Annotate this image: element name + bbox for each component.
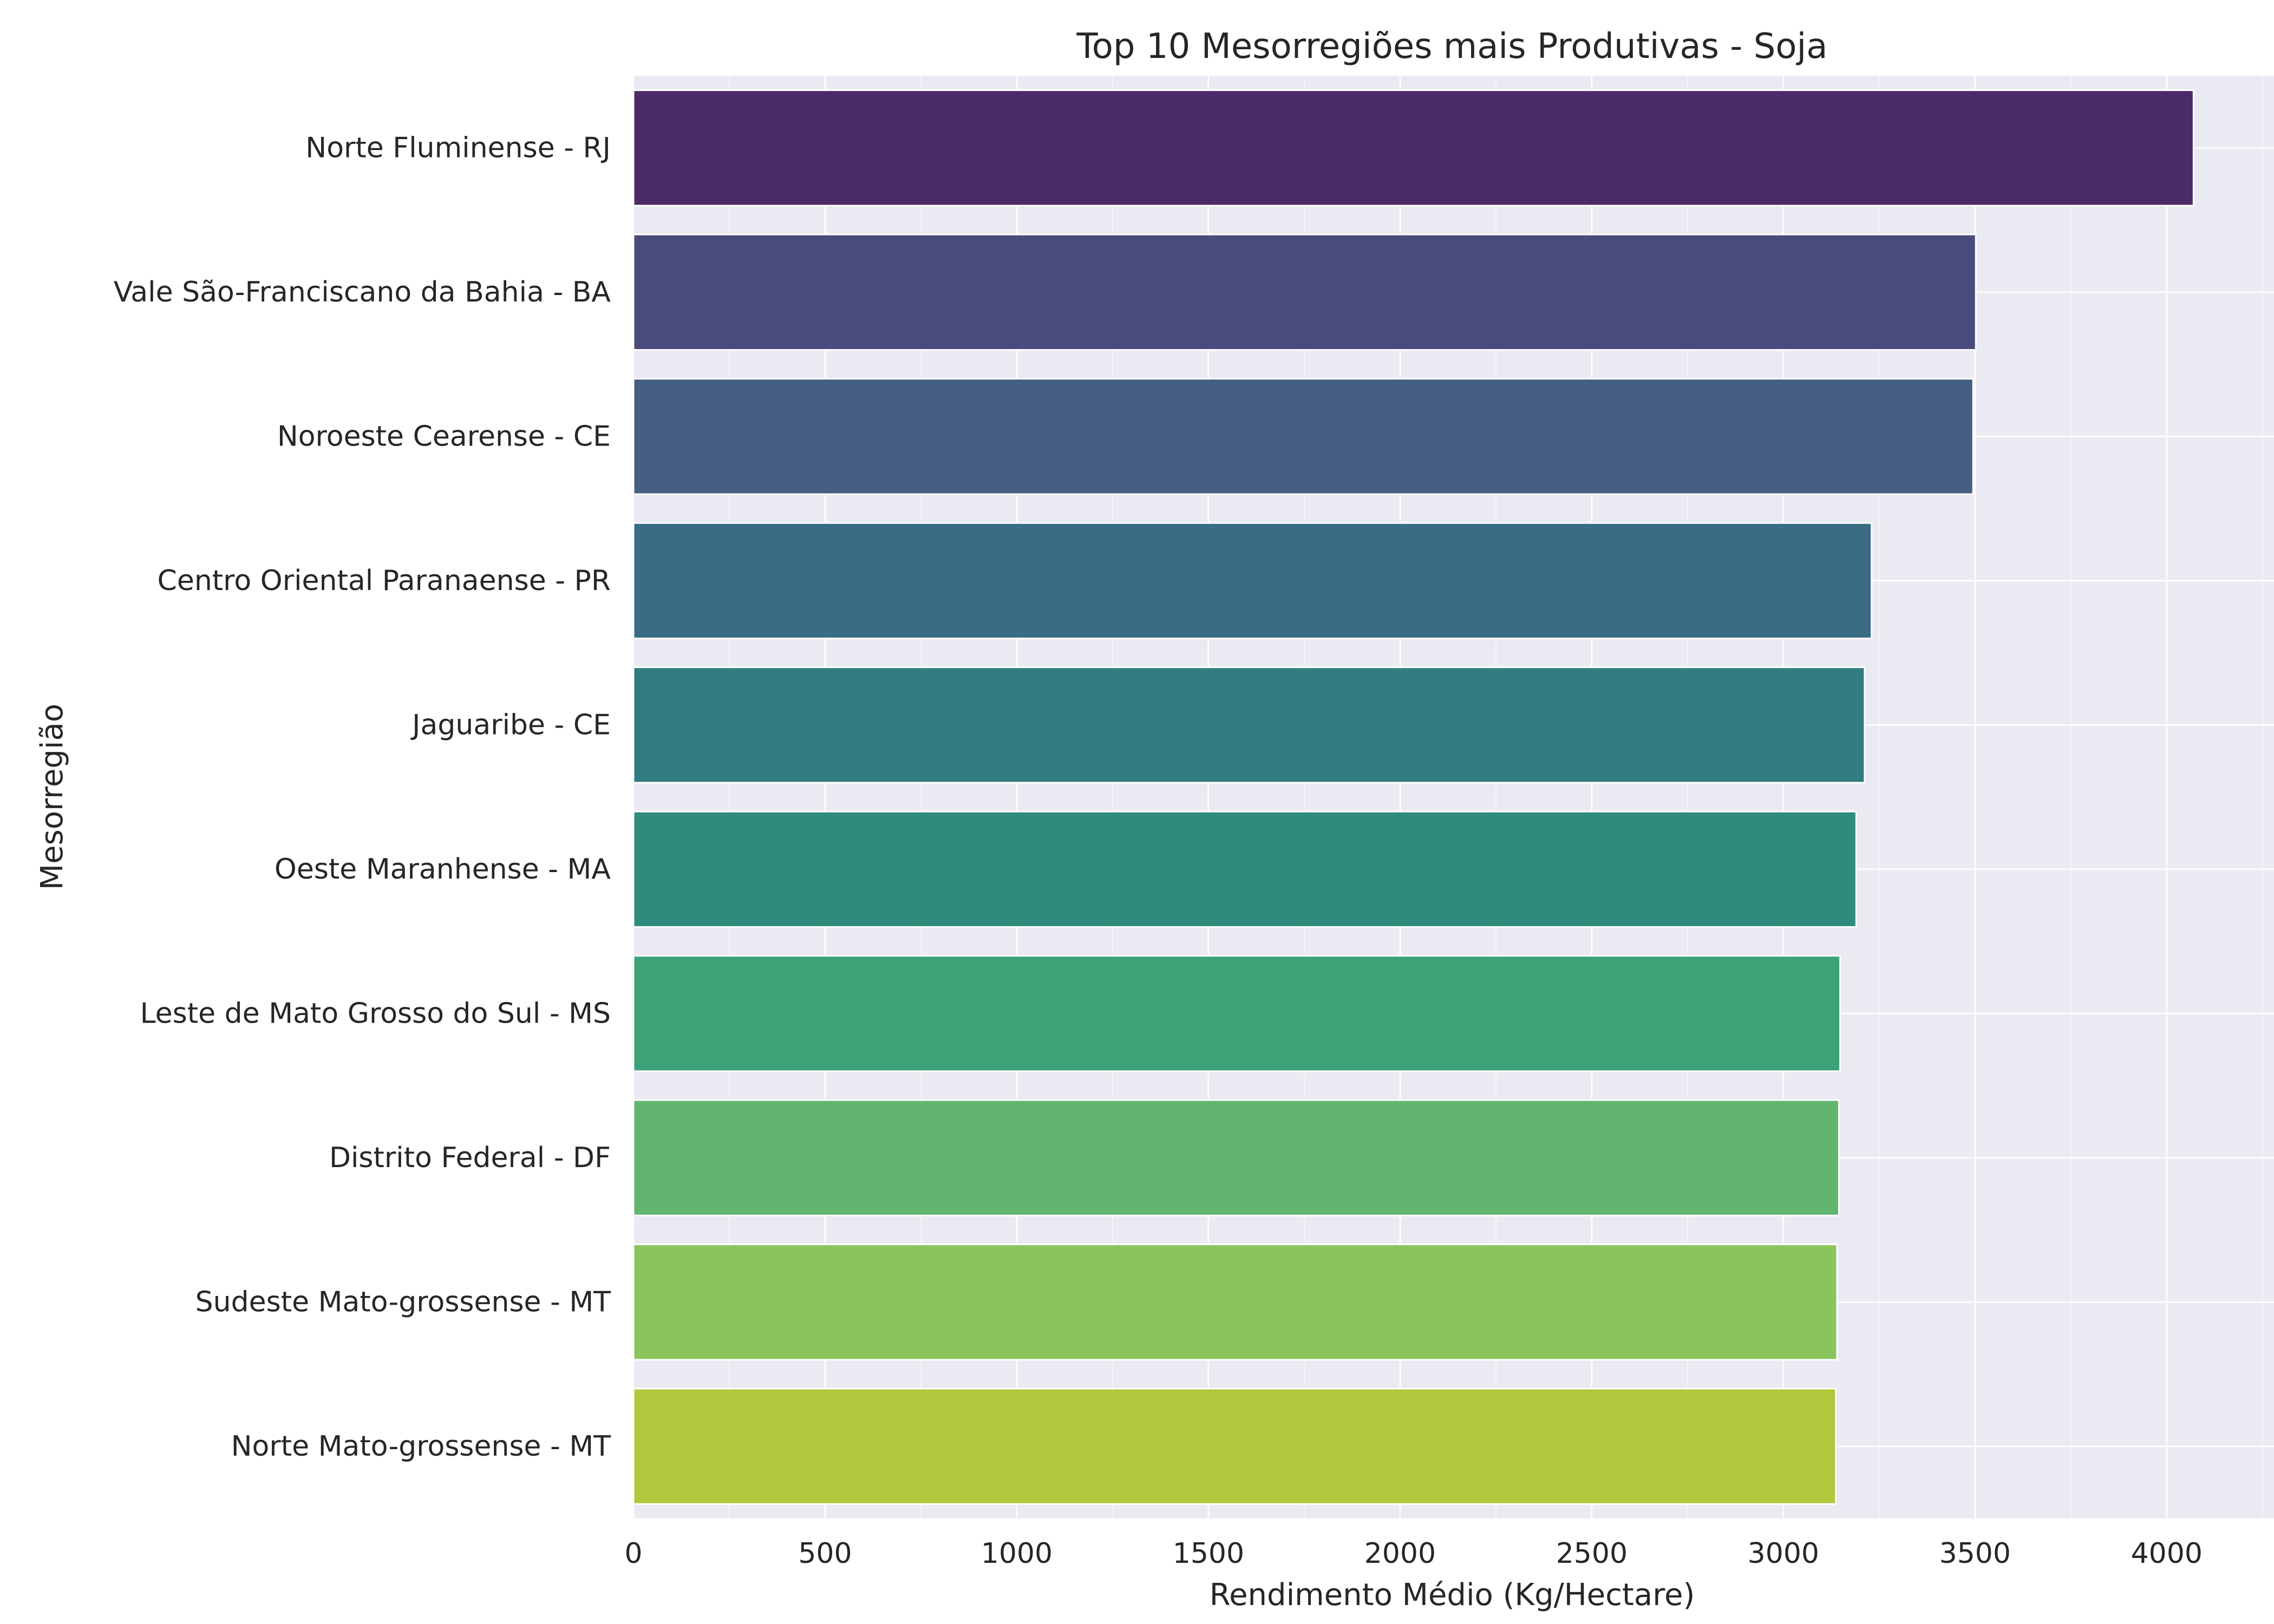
x-tick-labels: 0 500 1000 1500 2000 2500 3000 3500 4000: [624, 1537, 2202, 1570]
x-tick-label: 1000: [981, 1537, 1053, 1570]
bar: [632, 522, 1873, 639]
bar: [632, 1243, 1838, 1361]
x-tick-label: 2500: [1556, 1537, 1628, 1570]
y-tick-label: Noroeste Cearense - CE: [277, 420, 611, 453]
y-tick-label: Oeste Maranhense - MA: [275, 853, 611, 886]
y-tick-label: Vale São-Franciscano da Bahia - BA: [114, 276, 611, 309]
bar: [632, 1099, 1840, 1216]
y-tick-labels: Norte Fluminense - RJ Vale São-Franciscan…: [114, 132, 611, 1463]
bar: [632, 89, 2194, 207]
x-tick-label: 0: [624, 1537, 642, 1570]
bar: [632, 666, 1866, 784]
bar: [632, 233, 1977, 351]
x-tick-label: 2000: [1364, 1537, 1436, 1570]
y-tick-label: Jaguaribe - CE: [410, 709, 611, 741]
x-tick-label: 4000: [2131, 1537, 2203, 1570]
x-tick-label: 1500: [1173, 1537, 1244, 1570]
y-tick-label: Distrito Federal - DF: [329, 1142, 611, 1174]
y-tick-label: Norte Mato-grossense - MT: [231, 1430, 611, 1463]
x-tick-label: 3000: [1748, 1537, 1819, 1570]
bar: [632, 1387, 1837, 1505]
x-axis-label: Rendimento Médio (Kg/Hectare): [1210, 1577, 1695, 1613]
y-tick-label: Centro Oriental Paranaense - PR: [158, 565, 611, 597]
x-tick-label: 3500: [1939, 1537, 2011, 1570]
y-tick-label: Leste de Mato Grosso do Sul - MS: [140, 997, 611, 1030]
bar: [632, 955, 1841, 1072]
bars: [632, 89, 2194, 1505]
x-tick-label: 500: [798, 1537, 852, 1570]
chart-title: Top 10 Mesorregiões mais Produtivas - So…: [1076, 27, 1828, 67]
y-axis-label: Mesorregião: [35, 704, 70, 890]
y-tick-label: Norte Fluminense - RJ: [305, 132, 611, 164]
bar: [632, 378, 1974, 495]
bar: [632, 810, 1857, 928]
y-tick-label: Sudeste Mato-grossense - MT: [195, 1286, 611, 1318]
